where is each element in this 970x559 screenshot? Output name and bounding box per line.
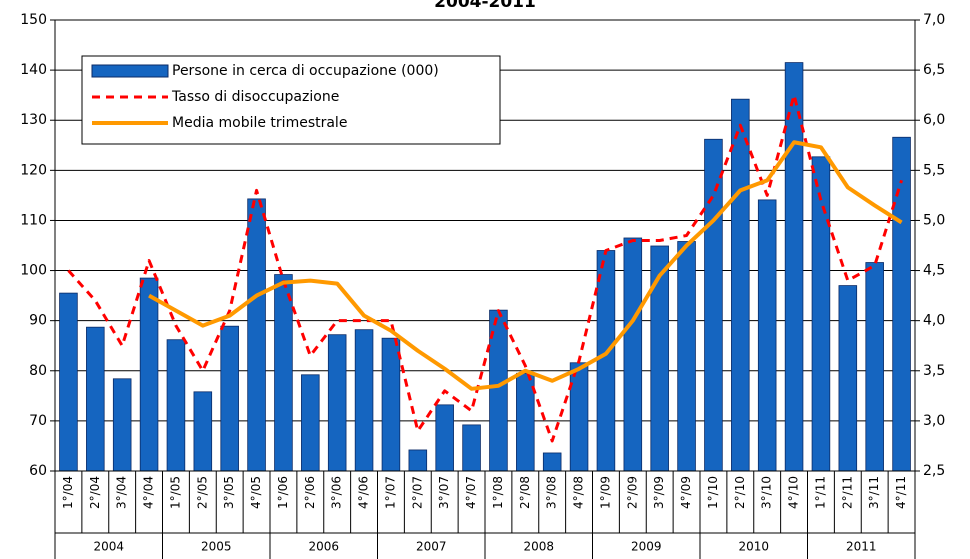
y-tick-label: 110 — [20, 212, 47, 228]
x-tick-label: 1°/09 — [598, 476, 612, 509]
x-tick-label: 4°/06 — [357, 476, 371, 509]
x-tick-label: 3°/05 — [222, 476, 236, 509]
x-tick-label: 1°/04 — [61, 476, 75, 509]
bar — [704, 138, 723, 472]
x-tick-label: 2°/07 — [410, 476, 424, 509]
bar — [435, 404, 454, 472]
bar — [757, 199, 777, 472]
bar — [247, 198, 266, 472]
bar — [892, 136, 911, 472]
y-tick-label: 80 — [29, 363, 47, 379]
y-tick-label: 130 — [20, 112, 47, 128]
bar — [112, 378, 132, 472]
year-label: 2010 — [738, 540, 769, 554]
legend-swatch — [91, 64, 169, 78]
bar — [327, 334, 347, 472]
bar — [274, 274, 293, 472]
x-tick-label: 3°/07 — [437, 476, 451, 509]
bar — [166, 339, 186, 472]
bar — [59, 292, 78, 472]
x-tick-label: 2°/10 — [733, 476, 747, 509]
x-tick-label: 4°/09 — [679, 476, 693, 509]
y2-tick-label: 2,5 — [923, 463, 945, 479]
bar — [301, 374, 320, 472]
x-tick-label: 3°/04 — [115, 476, 129, 509]
year-label: 2006 — [308, 540, 339, 554]
y2-tick-label: 6,5 — [923, 62, 945, 78]
bar — [462, 424, 481, 472]
chart-title: 2004-2011 — [434, 0, 536, 12]
bar — [623, 237, 643, 472]
x-tick-label: 1°/08 — [491, 476, 505, 509]
year-label: 2004 — [93, 540, 124, 554]
bar — [354, 329, 374, 472]
y-tick-label: 120 — [20, 162, 47, 178]
x-tick-label: 1°/11 — [813, 476, 827, 509]
bar — [731, 98, 750, 472]
y2-tick-label: 7,0 — [923, 12, 945, 28]
x-tick-label: 2°/11 — [840, 476, 854, 509]
bar — [677, 241, 696, 472]
bar — [220, 325, 239, 472]
y-tick-label: 100 — [20, 263, 47, 279]
legend-label: Tasso di disoccupazione — [171, 89, 339, 105]
x-tick-label: 3°/08 — [545, 476, 559, 509]
x-tick-label: 1°/06 — [276, 476, 290, 509]
x-tick-label: 3°/10 — [760, 476, 774, 509]
year-label: 2008 — [523, 540, 554, 554]
bar — [193, 391, 213, 472]
bar — [838, 285, 858, 472]
bar — [86, 326, 105, 472]
bar — [569, 362, 589, 472]
x-tick-label: 2°/04 — [88, 476, 102, 509]
x-tick-label: 3°/06 — [330, 476, 344, 509]
bar — [408, 449, 428, 472]
x-tick-label: 1°/10 — [706, 476, 720, 509]
bar — [542, 452, 562, 472]
y2-tick-label: 3,5 — [923, 363, 945, 379]
y2-tick-label: 4,5 — [923, 263, 945, 279]
y-tick-label: 140 — [20, 62, 47, 78]
legend-label: Persone in cerca di occupazione (000) — [172, 63, 439, 79]
x-tick-label: 3°/11 — [867, 476, 881, 509]
x-tick-label: 2°/05 — [195, 476, 209, 509]
x-tick-label: 1°/07 — [383, 476, 397, 509]
y-tick-label: 90 — [29, 313, 47, 329]
x-tick-label: 1°/05 — [168, 476, 182, 509]
year-label: 2009 — [631, 540, 662, 554]
legend-label: Media mobile trimestrale — [172, 115, 347, 131]
bar — [865, 262, 884, 472]
y2-tick-label: 4,0 — [923, 313, 945, 329]
year-label: 2007 — [416, 540, 447, 554]
y-tick-label: 70 — [29, 413, 47, 429]
bar — [381, 337, 401, 472]
x-tick-label: 4°/05 — [249, 476, 263, 509]
bar — [811, 156, 831, 472]
y2-tick-label: 5,5 — [923, 162, 945, 178]
x-tick-label: 2°/08 — [518, 476, 532, 509]
moving-average-line — [148, 140, 903, 391]
y2-tick-label: 5,0 — [923, 212, 945, 228]
x-tick-label: 4°/11 — [894, 476, 908, 509]
year-label: 2011 — [846, 540, 877, 554]
year-label: 2005 — [201, 540, 232, 554]
bar — [139, 277, 159, 472]
x-tick-label: 3°/09 — [652, 476, 666, 509]
x-tick-label: 4°/04 — [142, 476, 156, 509]
x-tick-label: 2°/06 — [303, 476, 317, 509]
x-tick-label: 4°/07 — [464, 476, 478, 509]
y-tick-label: 150 — [20, 12, 47, 28]
bar — [650, 245, 669, 472]
x-tick-label: 4°/08 — [572, 476, 586, 509]
bar — [596, 250, 616, 472]
y2-tick-label: 6,0 — [923, 112, 945, 128]
x-tick-label: 4°/10 — [787, 476, 801, 509]
y-tick-label: 60 — [29, 463, 47, 479]
bar — [516, 372, 535, 472]
bar — [784, 62, 804, 472]
x-tick-label: 2°/09 — [625, 476, 639, 509]
y2-tick-label: 3,0 — [923, 413, 945, 429]
